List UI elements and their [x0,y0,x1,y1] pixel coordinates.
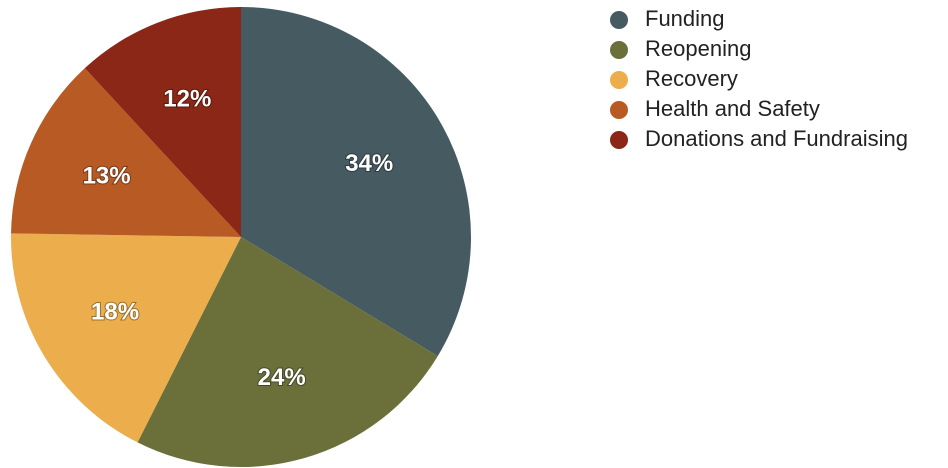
legend-label: Donations and Fundraising [645,126,908,151]
pie-slice [11,233,242,443]
data-label: 13% [83,162,131,189]
data-label: 18% [91,299,139,326]
legend-label: Funding [645,6,725,31]
pie-slice [241,7,471,357]
legend-swatch [610,71,628,89]
legend-label: Reopening [645,36,751,61]
legend-swatch [610,101,628,119]
data-label: 12% [163,85,211,112]
legend-swatch [610,131,628,149]
legend-swatch [610,11,628,29]
legend-label: Recovery [645,66,738,91]
data-label: 34% [345,150,393,177]
data-label: 24% [258,364,306,391]
legend-swatch [610,41,628,59]
pie-slice [11,68,241,238]
pie-slice [84,7,241,237]
legend-label: Health and Safety [645,96,820,121]
pie-slice [137,237,438,467]
